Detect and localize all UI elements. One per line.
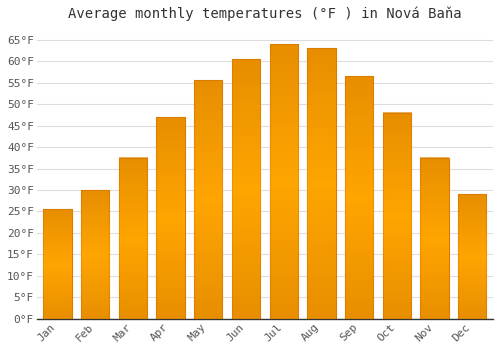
- Bar: [44, 209, 72, 319]
- Bar: [420, 158, 448, 319]
- Bar: [308, 48, 336, 319]
- Bar: [81, 190, 110, 319]
- Bar: [156, 117, 184, 319]
- Bar: [345, 76, 374, 319]
- Bar: [458, 194, 486, 319]
- Bar: [194, 80, 222, 319]
- Title: Average monthly temperatures (°F ) in Nová Baňa: Average monthly temperatures (°F ) in No…: [68, 7, 462, 21]
- Bar: [232, 59, 260, 319]
- Bar: [382, 113, 411, 319]
- Bar: [270, 44, 298, 319]
- Bar: [118, 158, 147, 319]
